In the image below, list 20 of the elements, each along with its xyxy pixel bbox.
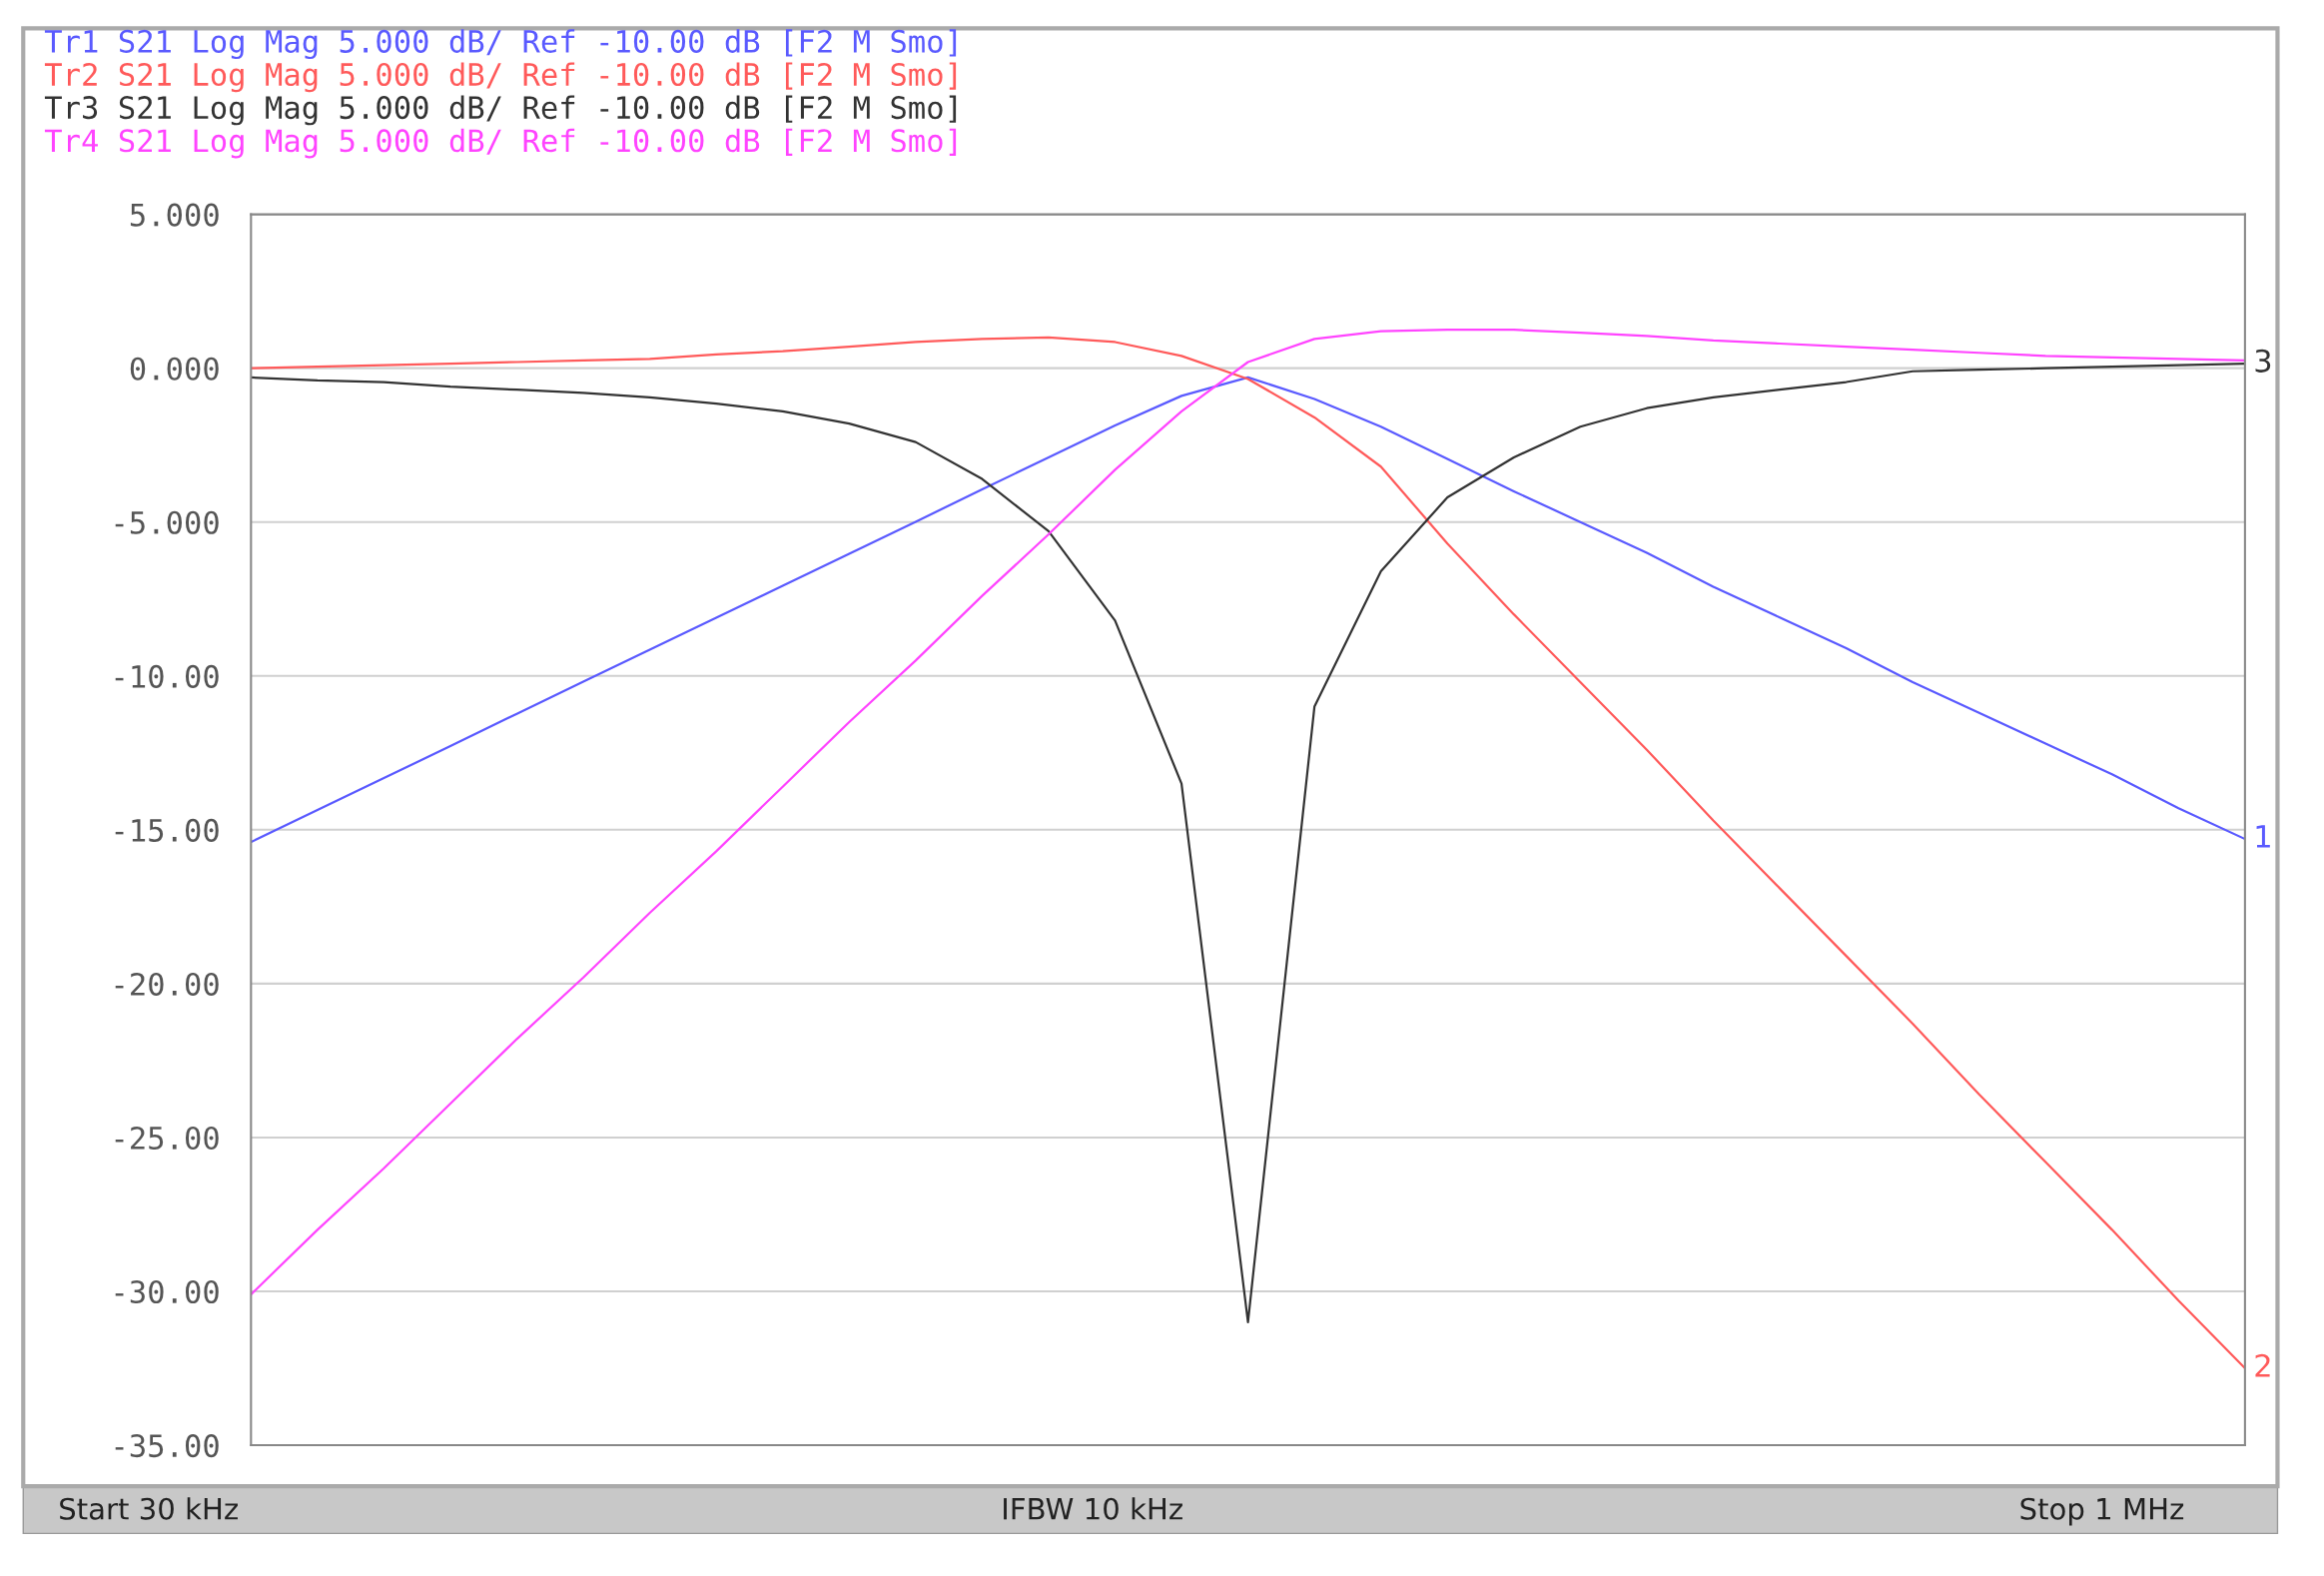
y-tick-label: -15.00 xyxy=(115,818,219,842)
y-tick-label: -20.00 xyxy=(115,972,219,996)
text: Tr3 S21 Log Mag 5.000 dB/ Ref -10.00 dB [F2 M Smo] xyxy=(44,95,957,126)
y-tick-label: 0.000 xyxy=(130,357,219,381)
line-series xyxy=(251,376,2245,844)
y-tick-label: -25.00 xyxy=(115,1126,219,1151)
y-tick-label: -5.000 xyxy=(115,510,219,534)
text: Tr4 S21 Log Mag 5.000 dB/ Ref -10.00 dB [F2 M Smo] xyxy=(44,128,957,159)
text: 1 xyxy=(2256,825,2270,848)
text: Tr1 S21 Log Mag 5.000 dB/ Ref -10.00 dB [F2 M Smo] xyxy=(44,29,957,60)
text: Tr2 S21 Log Mag 5.000 dB/ Ref -10.00 dB [F2 M Smo] xyxy=(44,62,957,93)
text: IFBW 10 kHz xyxy=(1004,1497,1182,1520)
y-tick-label: -10.00 xyxy=(115,664,219,688)
text: Start 30 kHz xyxy=(60,1497,238,1520)
text: 2 xyxy=(2255,1353,2270,1377)
y-tick-label: -30.00 xyxy=(115,1279,219,1304)
text: Stop 1 MHz xyxy=(2020,1497,2184,1526)
y-tick-label: 5.000 xyxy=(130,203,219,227)
text: 3 xyxy=(2255,349,2271,373)
y-tick-label: -35.00 xyxy=(115,1434,219,1458)
